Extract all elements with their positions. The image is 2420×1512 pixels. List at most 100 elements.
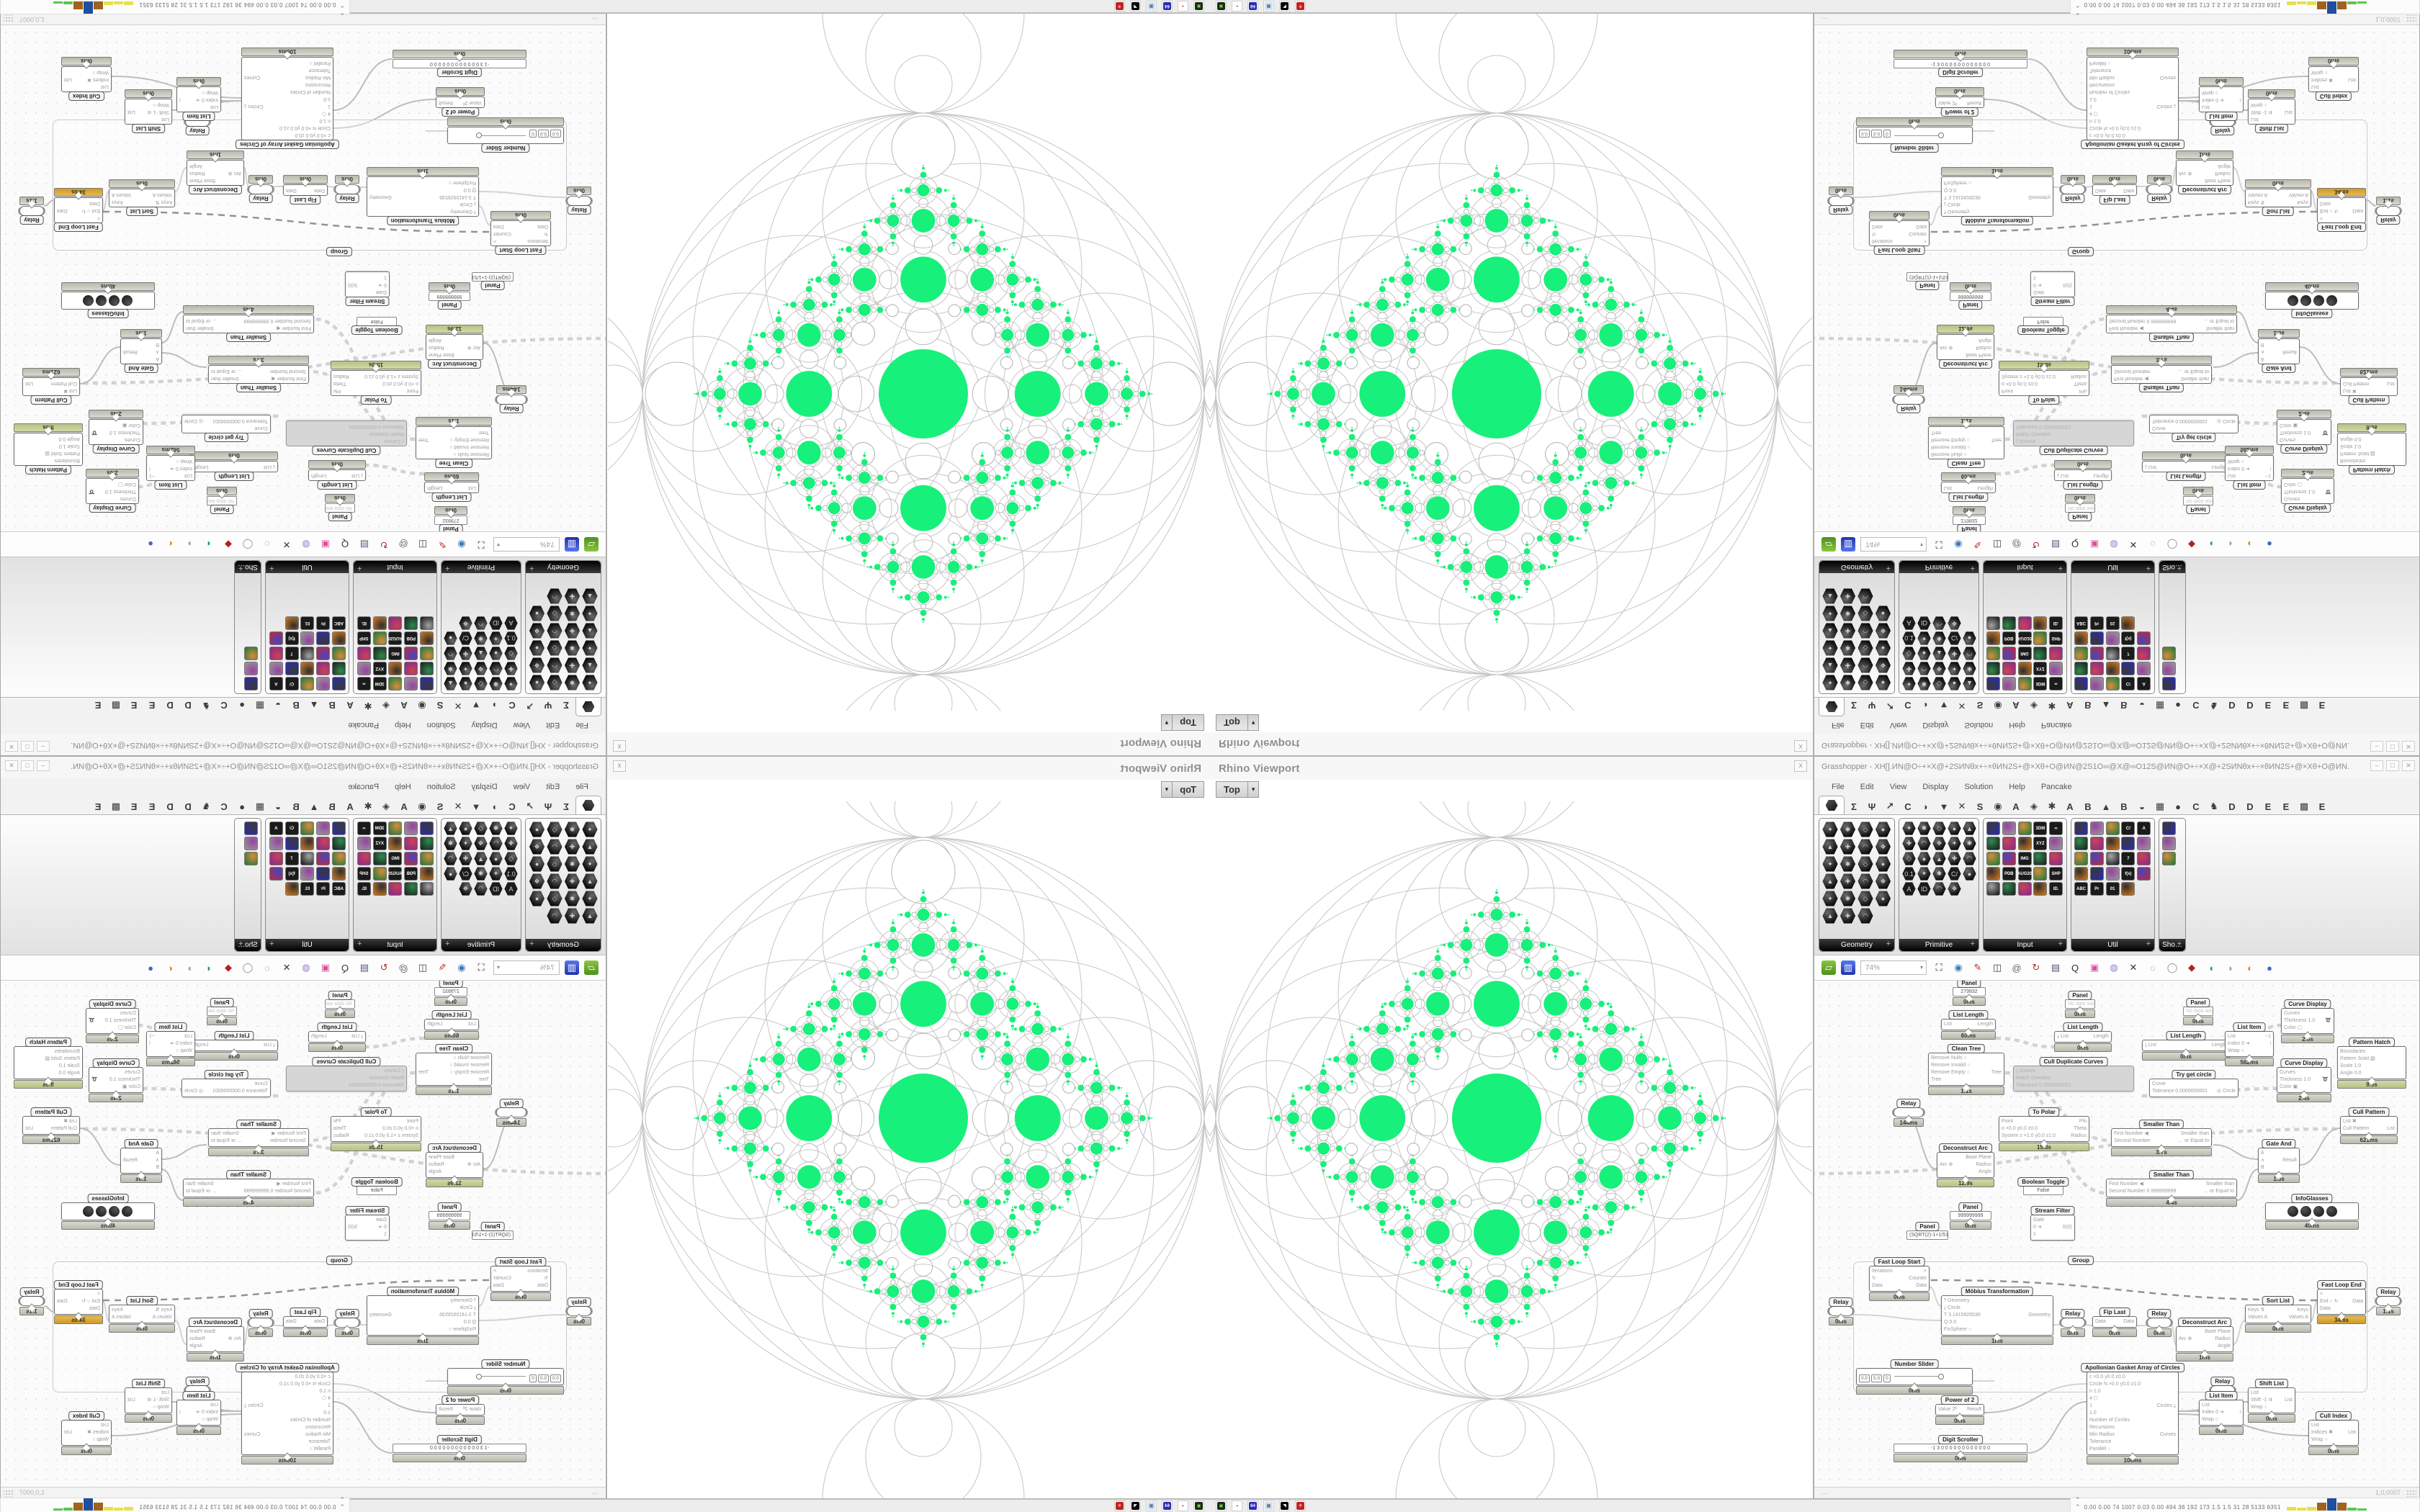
sho-param-icon[interactable]: [2162, 852, 2176, 865]
gh-node-panel[interactable]: Panel No data was 0ms: [2183, 998, 2213, 1025]
gh-node-list-item[interactable]: List Item List Index 0 ➔ i Wrap ○ 0ms: [176, 1391, 221, 1435]
category-tab-24[interactable]: E: [148, 801, 156, 812]
node-name-tag[interactable]: List Item: [2205, 112, 2238, 121]
gh-node-list-item[interactable]: List Item List −1 Index 0 ➔ i Wrap ○ 562ms: [2225, 446, 2274, 490]
node-name-tag[interactable]: Fip Last: [290, 195, 321, 204]
geometry-param-icon[interactable]: ❖: [1876, 623, 1891, 639]
primitive-param-icon[interactable]: ✚: [504, 662, 518, 675]
geometry-param-icon[interactable]: ✦: [1822, 640, 1838, 656]
node-name-tag[interactable]: Relay: [19, 1287, 44, 1297]
category-tab-8[interactable]: S: [436, 801, 444, 812]
expand-panel-icon[interactable]: +: [1970, 564, 1975, 572]
primitive-param-icon[interactable]: ✦: [1917, 867, 1931, 881]
preview-gray-icon[interactable]: ◗: [187, 539, 192, 550]
node-body[interactable]: Curves Thickness 1.0 ➰ Color ▢: [2281, 478, 2334, 504]
util-param-icon[interactable]: 7: [284, 852, 299, 865]
node-body[interactable]: Remove Nulls ○ Remove Invalid ○ Remove Emp…: [416, 426, 492, 459]
util-param-icon[interactable]: [2137, 662, 2151, 675]
expand-panel-icon[interactable]: +: [269, 564, 274, 572]
geometry-param-icon[interactable]: ●: [1876, 606, 1891, 621]
node-name-tag[interactable]: Panel: [2186, 998, 2210, 1007]
gh-node-shift-list[interactable]: Shift List List Shift -1 ⇉ List Wrap ○ 0ms: [2248, 1379, 2295, 1423]
node-name-tag[interactable]: List Item: [182, 112, 215, 121]
input-param-icon[interactable]: [2049, 852, 2063, 865]
node-name-tag[interactable]: Deconstruct Arc: [2178, 1318, 2231, 1327]
category-tab-4[interactable]: C: [508, 700, 516, 711]
node-name-tag[interactable]: Relay: [2061, 194, 2085, 203]
save-icon[interactable]: ▥: [1841, 537, 1855, 552]
node-name-tag[interactable]: List Length: [2063, 1022, 2103, 1032]
node-name-tag[interactable]: Boolean Toggle: [351, 325, 403, 335]
util-param-icon[interactable]: ABC: [2074, 616, 2088, 630]
node-name-tag[interactable]: List Length: [2166, 472, 2206, 481]
input-param-icon[interactable]: [2033, 867, 2048, 881]
geometry-param-icon[interactable]: ✚: [1839, 873, 1856, 889]
status-ellipsis[interactable]: …: [592, 1488, 599, 1495]
input-param-icon[interactable]: [2017, 677, 2032, 690]
node-name-tag[interactable]: Relay: [1896, 404, 1921, 413]
node-body[interactable]: List Shift -1 ⇉ List Wrap ○: [2248, 99, 2295, 125]
viewport-tab-label[interactable]: Top: [1216, 715, 1247, 730]
node-body[interactable]: Boundaries Pattern Solid ▨ Scale 1.0 Angle …: [14, 433, 83, 466]
gh-node-list-length[interactable]: List Length List Length 60ms: [424, 472, 479, 502]
primitive-param-icon[interactable]: ▲: [474, 852, 488, 865]
node-name-tag[interactable]: Smaller Than: [2148, 1170, 2195, 1179]
util-param-icon[interactable]: [2074, 837, 2088, 850]
category-tab-9[interactable]: ◉: [418, 701, 426, 711]
primitive-param-icon[interactable]: ✦: [489, 867, 503, 881]
geometry-param-icon[interactable]: ✚: [1839, 908, 1856, 924]
menu-display[interactable]: Display: [471, 783, 498, 791]
node-body[interactable]: < Exit ○ ↻ Data Data: [54, 1289, 103, 1315]
geometry-param-icon[interactable]: ●: [529, 891, 545, 906]
gh-node-infoglasses[interactable]: InfoGlasses 40ms: [2265, 1194, 2359, 1230]
node-body[interactable]: ⤒ Geometry ⤓ Circle T 3.1415926536 Geometry…: [1941, 176, 2053, 217]
node-name-tag[interactable]: List Length: [1948, 1010, 1989, 1020]
node-body[interactable]: List −1 Index 0 ➔ i Wrap ○: [2225, 1031, 2274, 1057]
node-name-tag[interactable]: Power of 2: [1940, 107, 1979, 117]
node-name-tag[interactable]: Number Slider: [481, 143, 530, 153]
gh-node-deconstruct-arc[interactable]: Deconstruct Arc Base Plane Arc ⊕ Radius Angl…: [426, 325, 483, 369]
gh-node-boolean-toggle[interactable]: Boolean Toggle False: [2017, 317, 2069, 335]
node-name-tag[interactable]: Smaller Than: [2148, 333, 2195, 342]
palette-panel-label[interactable]: Input +: [354, 561, 436, 573]
util-param-icon[interactable]: [284, 882, 299, 896]
floppy-64-icon[interactable]: 64: [1247, 1, 1258, 12]
node-name-tag[interactable]: Cull Pattern: [2348, 1107, 2390, 1117]
util-param-icon[interactable]: [316, 867, 331, 881]
node-name-tag[interactable]: List Item: [2233, 1022, 2266, 1032]
menu-file[interactable]: File: [1832, 783, 1845, 791]
node-name-tag[interactable]: Deconstruct Arc: [1939, 359, 1992, 369]
gh-node-fast-loop-end[interactable]: Fast Loop End < Exit ○ ↻ Data Data 34.6s: [2317, 1280, 2366, 1324]
input-param-icon[interactable]: [2002, 852, 2016, 865]
gh-node-list-length[interactable]: List Length List Length 60ms: [1941, 1010, 1996, 1040]
input-param-icon[interactable]: [2002, 882, 2016, 896]
galapagos-icon[interactable]: ◍: [302, 539, 310, 550]
node-body[interactable]: Curves Thickness 1.0 ➰ Color ▣: [2277, 1067, 2331, 1093]
category-tab-19[interactable]: ●: [239, 700, 245, 711]
util-param-icon[interactable]: [300, 822, 315, 835]
infoglasses-body[interactable]: [2265, 1202, 2359, 1220]
input-param-icon[interactable]: PDB: [404, 867, 418, 881]
palette-panel-label[interactable]: Geometry +: [526, 939, 601, 951]
palette-panel-label[interactable]: Sho… +: [235, 939, 261, 951]
primitive-param-icon[interactable]: ●: [489, 852, 503, 865]
menu-view[interactable]: View: [1889, 783, 1907, 791]
gh-node-curve-display[interactable]: Curve Display Curves Thickness 1.0 ➰ Color ▢…: [2281, 469, 2334, 513]
primitive-param-icon[interactable]: ✦: [489, 631, 503, 645]
palette-panel-label[interactable]: Geometry +: [1819, 939, 1894, 951]
node-name-tag[interactable]: Clean Tree: [1947, 459, 1986, 468]
category-tab-25[interactable]: E: [2282, 700, 2290, 711]
node-body[interactable]: ⤓ Curves Match Direction Tolerance 0.00000…: [286, 1066, 407, 1092]
node-body[interactable]: List Index 0 ➔ i Wrap ○: [176, 1400, 221, 1426]
chevron-up-icon[interactable]: ⌃ ⌃: [2075, 1, 2081, 16]
input-param-icon[interactable]: PDB: [2002, 867, 2016, 881]
input-param-icon[interactable]: [2049, 662, 2063, 675]
geometry-param-icon[interactable]: ◇: [1857, 606, 1873, 621]
geometry-param-icon[interactable]: ✦: [582, 606, 598, 621]
category-tab-12[interactable]: ✱: [2048, 801, 2056, 811]
node-name-tag[interactable]: InfoGlasses: [2291, 1194, 2333, 1203]
util-param-icon[interactable]: [269, 852, 283, 865]
util-param-icon[interactable]: 01: [300, 882, 315, 896]
preview-blue-icon[interactable]: ●: [2267, 539, 2272, 550]
node-body[interactable]: List Index 0 ➔ i Wrap ○: [2199, 86, 2244, 112]
